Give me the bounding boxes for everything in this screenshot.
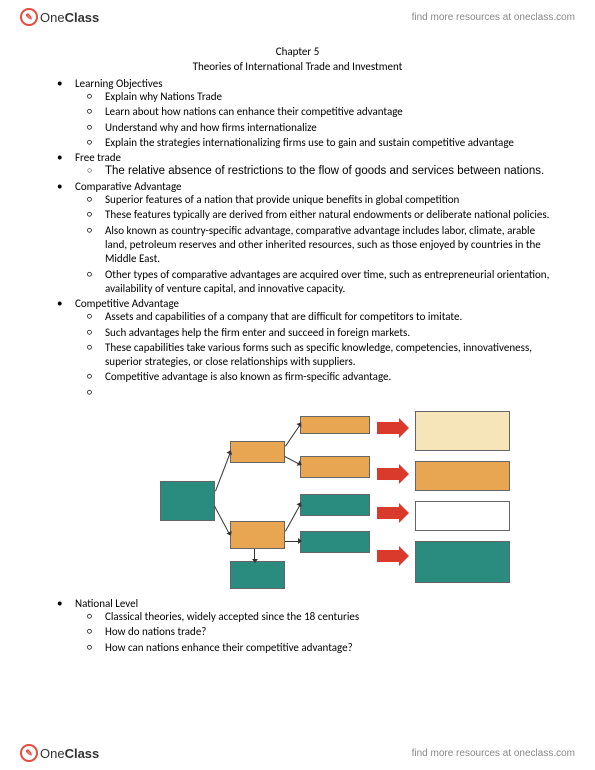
diagram-box: [415, 411, 510, 451]
list-item: Superior features of a nation that provi…: [105, 193, 550, 207]
chapter-title: Chapter 5: [45, 45, 550, 58]
page-footer: ✎ OneClass find more resources at onecla…: [0, 744, 595, 762]
arrow-icon: [377, 507, 399, 519]
diagram-box: [160, 481, 215, 521]
chapter-subtitle: Theories of International Trade and Inve…: [45, 60, 550, 73]
connector-line: [215, 452, 231, 491]
section-heading: Learning Objectives Explain why Nations …: [75, 77, 550, 150]
brand-name: OneClass: [40, 10, 99, 25]
list-item: Competitive advantage is also known as f…: [105, 370, 550, 384]
connector-head-icon: [298, 538, 302, 544]
arrow-icon: [377, 422, 399, 434]
connector-line: [214, 506, 230, 534]
arrow-head-icon: [399, 546, 409, 566]
diagram-box: [300, 456, 370, 478]
diagram-box: [300, 494, 370, 516]
list-item: Learn about how nations can enhance thei…: [105, 105, 550, 119]
list-item: Other types of comparative advantages ar…: [105, 268, 550, 297]
diagram-bullet: [105, 386, 550, 591]
list-item: These capabilities take various forms su…: [105, 341, 550, 370]
theories-diagram: [155, 406, 515, 591]
arrow-head-icon: [399, 418, 409, 438]
pencil-circle-icon: ✎: [20, 744, 38, 762]
diagram-box: [300, 531, 370, 553]
list-item: Explain the strategies internationalizin…: [105, 136, 550, 150]
list-item: Such advantages help the firm enter and …: [105, 326, 550, 340]
connector-line: [285, 424, 301, 447]
list-item: How do nations trade?: [105, 625, 550, 639]
arrow-head-icon: [399, 503, 409, 523]
connector-head-icon: [252, 559, 258, 563]
diagram-box: [415, 461, 510, 491]
list-item: These features typically are derived fro…: [105, 208, 550, 222]
connector-line: [285, 504, 301, 531]
outline-list: Learning Objectives Explain why Nations …: [75, 77, 550, 655]
diagram-box: [300, 416, 370, 434]
brand-name: OneClass: [40, 746, 99, 761]
arrow-head-icon: [399, 464, 409, 484]
list-item: Understand why and how firms internation…: [105, 121, 550, 135]
arrow-icon: [377, 550, 399, 562]
list-item: Also known as country-specific advantage…: [105, 224, 550, 267]
diagram-box: [415, 541, 510, 583]
brand-logo: ✎ OneClass: [20, 8, 99, 26]
section-heading: Competitive Advantage Assets and capabil…: [75, 297, 550, 591]
list-item: Assets and capabilities of a company tha…: [105, 310, 550, 324]
brand-logo: ✎ OneClass: [20, 744, 99, 762]
diagram-box: [230, 441, 285, 463]
list-item: The relative absence of restrictions to …: [105, 164, 550, 179]
list-item: Classical theories, widely accepted sinc…: [105, 610, 550, 624]
footer-link[interactable]: find more resources at oneclass.com: [412, 748, 575, 759]
section-heading: National Level Classical theories, widel…: [75, 597, 550, 655]
diagram-box: [415, 501, 510, 531]
section-heading: Free trade The relative absence of restr…: [75, 151, 550, 179]
diagram-box: [230, 521, 285, 549]
page-header: ✎ OneClass find more resources at onecla…: [0, 8, 595, 26]
document-body: Chapter 5 Theories of International Trad…: [45, 45, 550, 655]
pencil-circle-icon: ✎: [20, 8, 38, 26]
arrow-icon: [377, 468, 399, 480]
diagram-box: [230, 561, 285, 589]
list-item: Explain why Nations Trade: [105, 90, 550, 104]
list-item: How can nations enhance their competitiv…: [105, 641, 550, 655]
header-link[interactable]: find more resources at oneclass.com: [412, 12, 575, 23]
section-heading: Comparative Advantage Superior features …: [75, 180, 550, 296]
